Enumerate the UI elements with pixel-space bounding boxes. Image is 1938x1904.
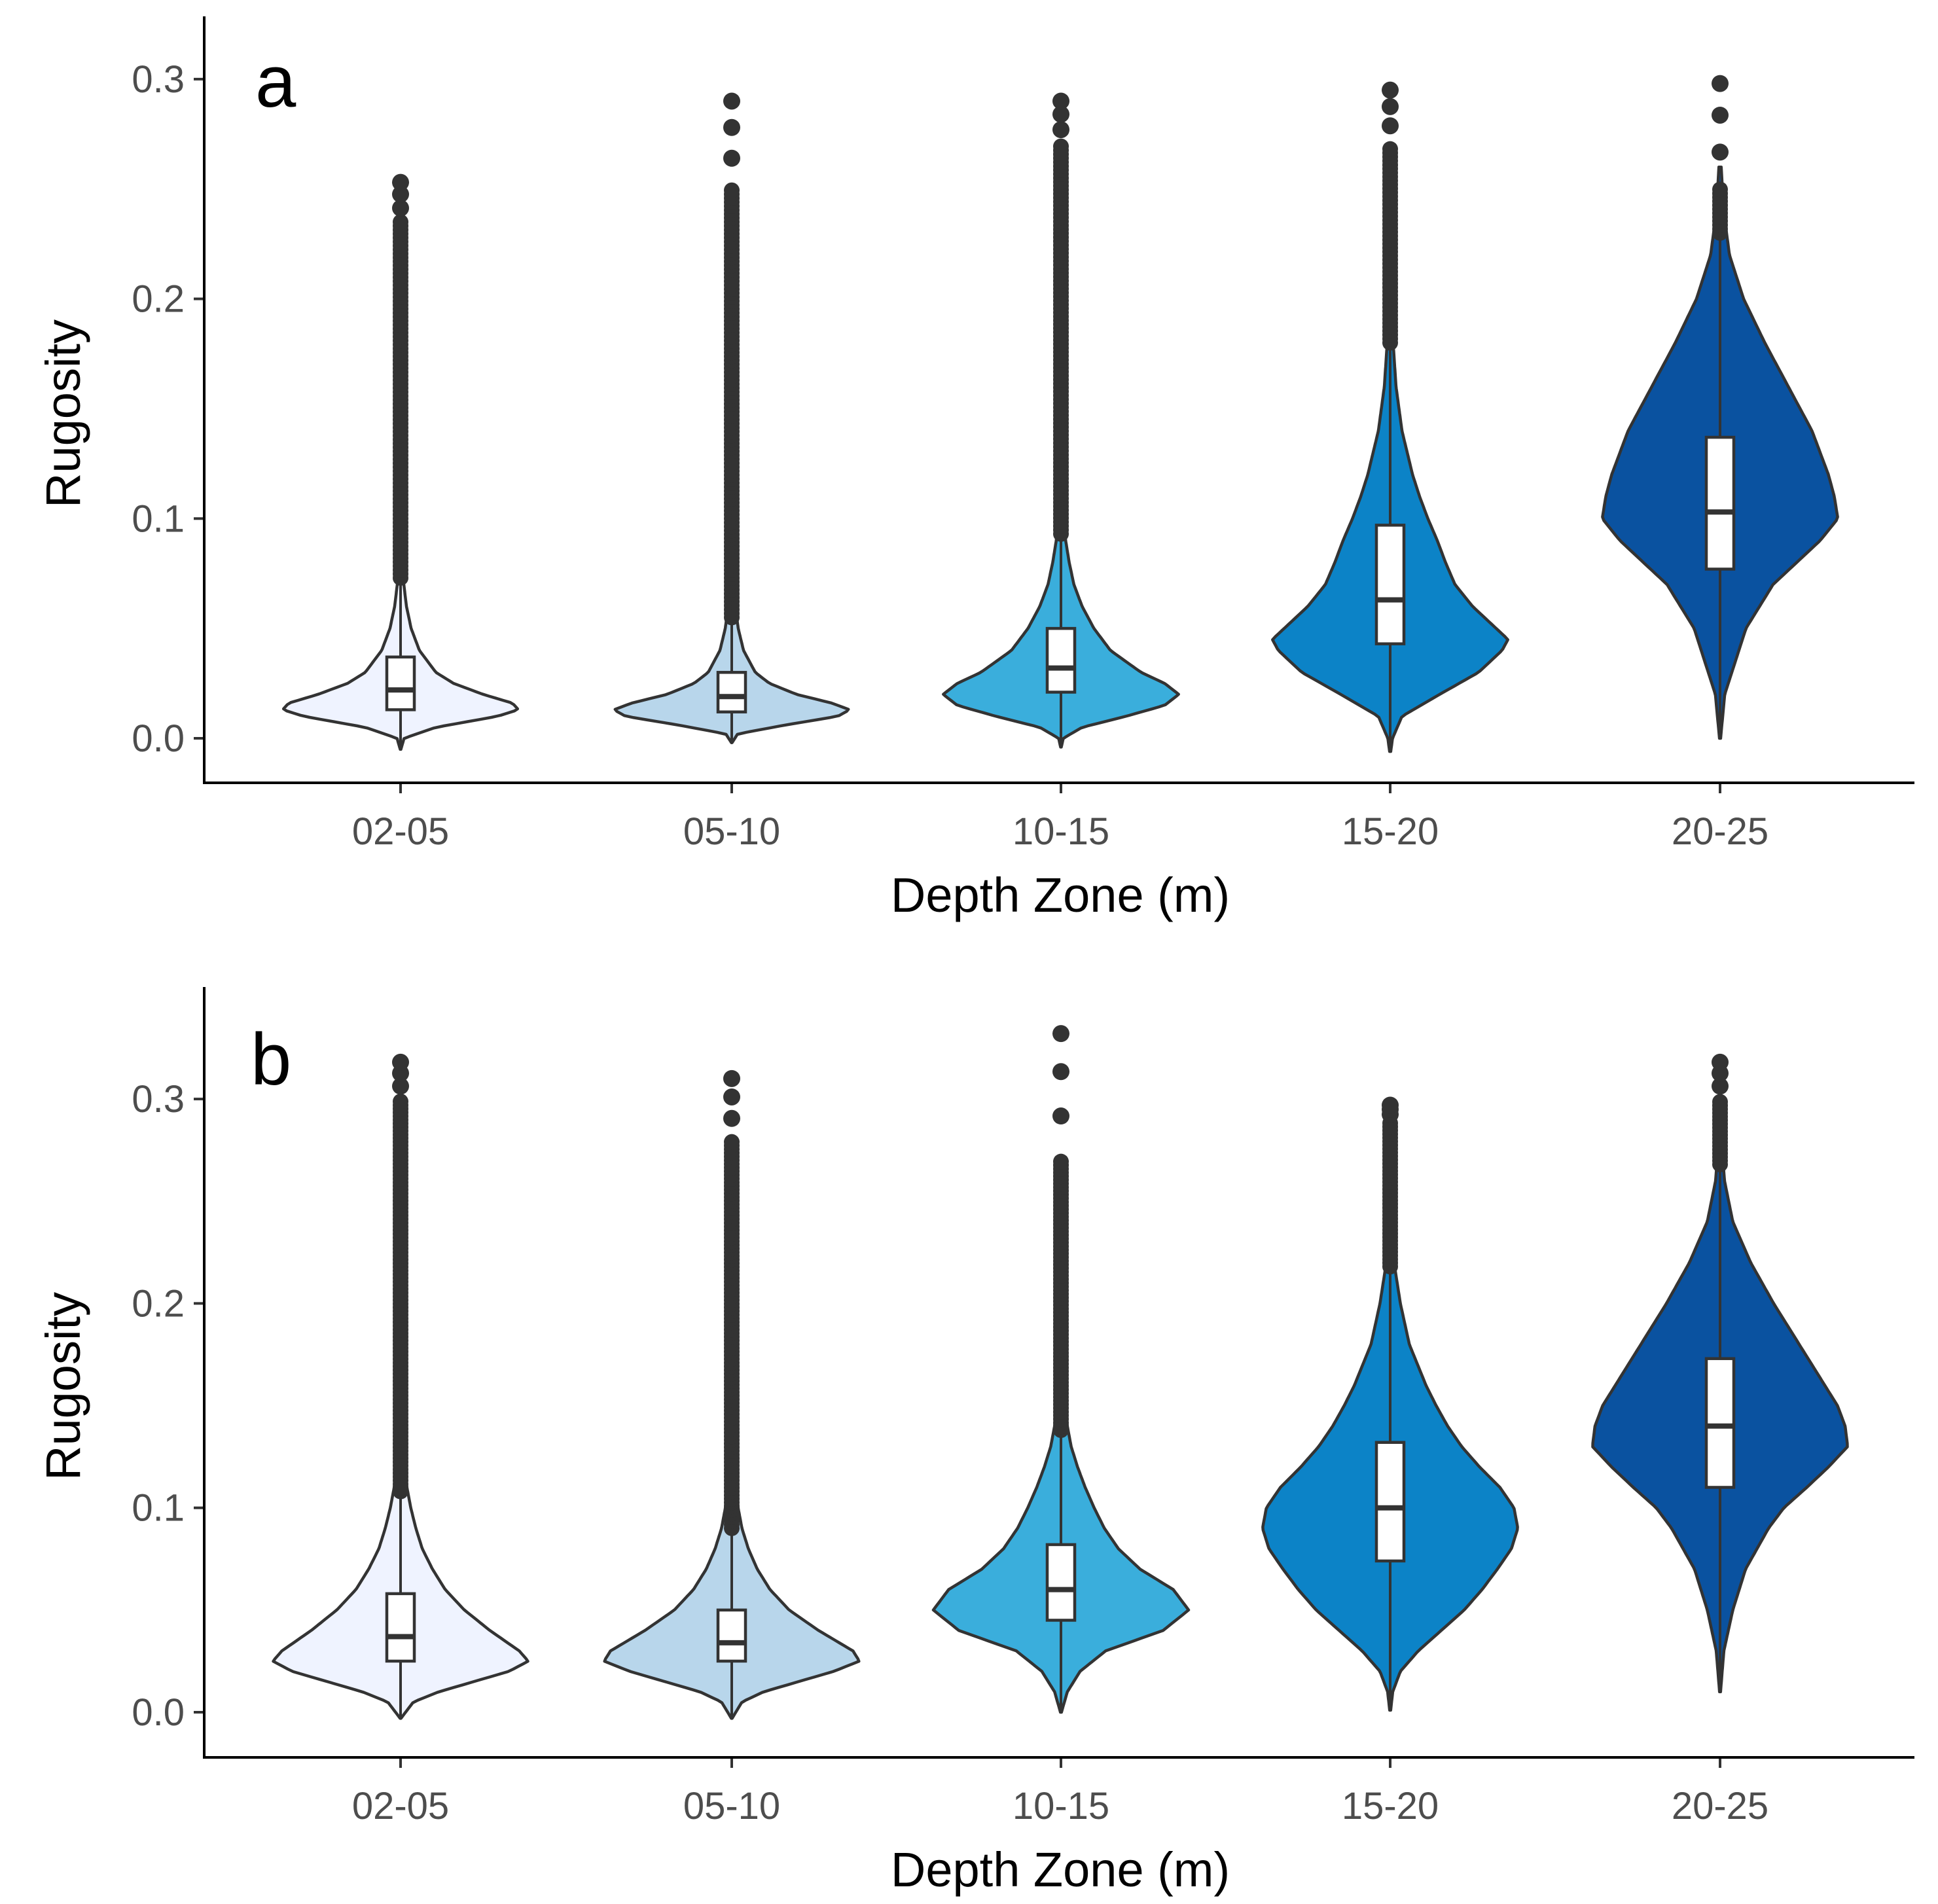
panel-b: b 0.0 0.1 0.2 0.3 02-05 05-10 10-15 15-20 20-25… bbox=[36, 987, 1914, 1897]
x-tick-label: 05-10 bbox=[683, 1785, 780, 1827]
panel-a-x-axis-title: Depth Zone (m) bbox=[891, 868, 1230, 922]
outlier-point bbox=[1382, 1096, 1399, 1114]
box-iqr bbox=[385, 1592, 416, 1663]
outlier-point bbox=[723, 1069, 740, 1087]
y-tick-label: 0.1 bbox=[132, 497, 185, 540]
outlier-point bbox=[1712, 1077, 1729, 1095]
outlier-point bbox=[1382, 141, 1398, 157]
violin-20-25 bbox=[1601, 75, 1839, 740]
x-tick-label: 20-25 bbox=[1672, 810, 1768, 853]
outlier-point bbox=[1712, 75, 1729, 92]
violin-05-10 bbox=[613, 92, 850, 744]
outlier-point bbox=[723, 118, 740, 136]
y-tick-label: 0.0 bbox=[132, 717, 185, 760]
outlier-point bbox=[1052, 92, 1069, 110]
box-iqr bbox=[385, 655, 416, 711]
outlier-point bbox=[1053, 1153, 1069, 1170]
outlier-point bbox=[392, 173, 409, 191]
y-tick-label: 0.2 bbox=[132, 278, 185, 321]
outlier-points bbox=[723, 1069, 740, 1536]
outlier-points bbox=[1052, 92, 1069, 542]
outlier-point bbox=[1053, 138, 1069, 154]
violin-02-05 bbox=[272, 1053, 529, 1720]
box-iqr bbox=[1374, 1441, 1406, 1563]
panel-b-violins bbox=[272, 1025, 1849, 1720]
box-iqr bbox=[1704, 1357, 1736, 1489]
outlier-point bbox=[723, 92, 740, 110]
outlier-points bbox=[392, 1053, 409, 1500]
panel-a-x-ticks: 02-05 05-10 10-15 15-20 20-25 bbox=[352, 783, 1768, 853]
panel-a: a 0.0 0.1 0.2 0.3 02-05 05-10 10-15 15-20 20-25… bbox=[36, 16, 1914, 922]
y-tick-label: 0.3 bbox=[132, 58, 185, 101]
outlier-point bbox=[723, 1109, 740, 1127]
outlier-point bbox=[393, 1093, 408, 1109]
outlier-point bbox=[1382, 117, 1399, 135]
box-iqr bbox=[1045, 1543, 1077, 1622]
violin-02-05 bbox=[281, 173, 520, 751]
x-tick-label: 15-20 bbox=[1342, 810, 1439, 853]
box-iqr bbox=[1704, 435, 1736, 571]
panel-b-label: b bbox=[251, 1018, 291, 1100]
outlier-point bbox=[1052, 105, 1069, 123]
outlier-points bbox=[723, 92, 740, 626]
outlier-point bbox=[392, 185, 409, 203]
outlier-point bbox=[1382, 81, 1399, 99]
outlier-point bbox=[1052, 1107, 1069, 1125]
x-tick-label: 15-20 bbox=[1342, 1785, 1439, 1827]
outlier-point bbox=[1712, 143, 1729, 161]
outlier-point bbox=[1712, 1053, 1729, 1071]
panel-a-y-ticks: 0.0 0.1 0.2 0.3 bbox=[132, 58, 204, 760]
outlier-points bbox=[392, 173, 409, 586]
box-iqr bbox=[716, 1608, 747, 1663]
x-tick-label: 10-15 bbox=[1013, 810, 1109, 853]
outlier-point bbox=[1382, 98, 1399, 115]
y-tick-label: 0.0 bbox=[132, 1691, 185, 1734]
outlier-point bbox=[1712, 181, 1728, 198]
panel-b-y-axis-title: Rugosity bbox=[36, 1292, 90, 1481]
violin-20-25 bbox=[1591, 1053, 1849, 1694]
violin-10-15 bbox=[931, 1025, 1191, 1714]
box-iqr bbox=[1045, 626, 1077, 694]
outlier-point bbox=[724, 182, 740, 198]
panel-b-x-ticks: 02-05 05-10 10-15 15-20 20-25 bbox=[352, 1757, 1768, 1827]
violin-15-20 bbox=[1261, 1096, 1519, 1712]
x-tick-label: 02-05 bbox=[352, 810, 449, 853]
outlier-point bbox=[724, 1134, 740, 1150]
outlier-point bbox=[1712, 106, 1729, 124]
outlier-point bbox=[392, 199, 409, 217]
panel-b-x-axis-title: Depth Zone (m) bbox=[891, 1842, 1230, 1897]
outlier-point bbox=[1052, 1025, 1069, 1043]
outlier-points bbox=[1712, 75, 1729, 241]
outlier-point bbox=[723, 1088, 740, 1105]
outlier-point bbox=[1712, 1094, 1728, 1110]
x-tick-label: 10-15 bbox=[1013, 1785, 1109, 1827]
x-tick-label: 05-10 bbox=[683, 810, 780, 853]
outlier-point bbox=[393, 214, 408, 230]
outlier-point bbox=[1052, 121, 1069, 139]
panel-b-y-ticks: 0.0 0.1 0.2 0.3 bbox=[132, 1078, 204, 1734]
panel-a-label: a bbox=[255, 41, 296, 122]
violin-05-10 bbox=[603, 1069, 861, 1720]
outlier-points bbox=[1052, 1025, 1069, 1439]
outlier-point bbox=[723, 149, 740, 167]
y-tick-label: 0.1 bbox=[132, 1487, 185, 1530]
box-iqr bbox=[716, 671, 747, 713]
x-tick-label: 20-25 bbox=[1672, 1785, 1768, 1827]
outlier-points bbox=[1712, 1053, 1729, 1173]
outlier-point bbox=[392, 1077, 409, 1095]
y-tick-label: 0.3 bbox=[132, 1078, 185, 1121]
y-tick-label: 0.2 bbox=[132, 1282, 185, 1325]
outlier-point bbox=[1052, 1063, 1069, 1081]
panel-a-y-axis-title: Rugosity bbox=[36, 319, 90, 508]
outlier-points bbox=[1382, 81, 1399, 351]
outlier-points bbox=[1382, 1096, 1399, 1275]
x-tick-label: 02-05 bbox=[352, 1785, 449, 1827]
violin-15-20 bbox=[1271, 81, 1509, 753]
panel-a-violins bbox=[281, 75, 1839, 753]
box-iqr bbox=[1374, 524, 1406, 645]
violin-10-15 bbox=[942, 92, 1180, 749]
outlier-point bbox=[392, 1053, 409, 1071]
